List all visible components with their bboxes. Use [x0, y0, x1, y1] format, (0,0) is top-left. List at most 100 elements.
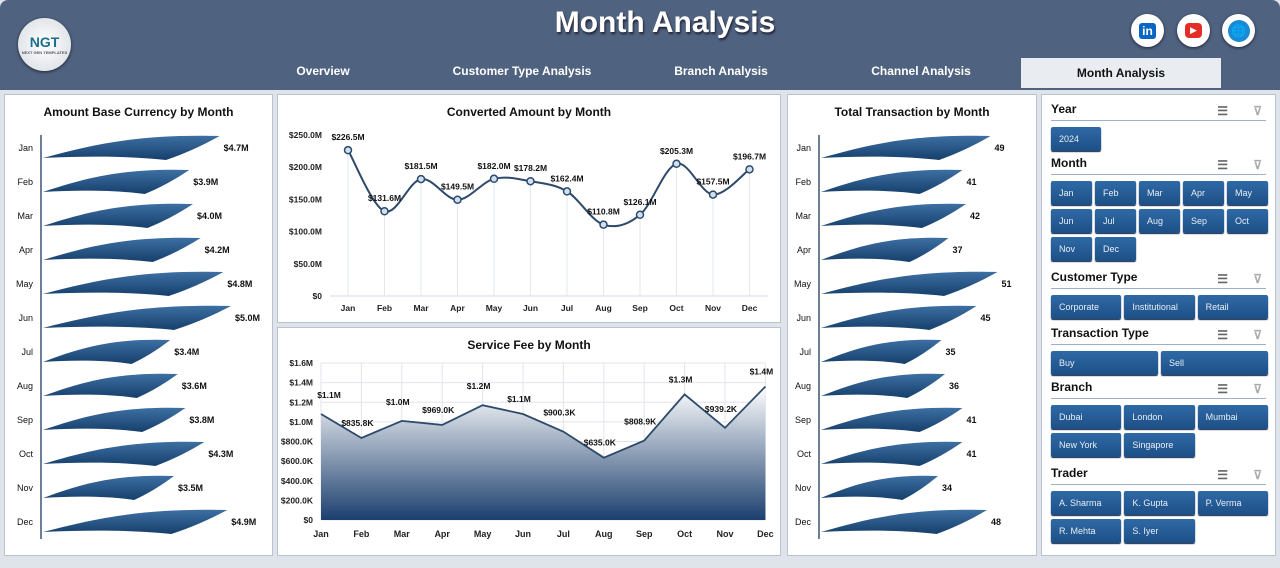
- multi-select-icon[interactable]: ☰: [1217, 382, 1228, 396]
- slicer-item[interactable]: New York: [1051, 433, 1122, 457]
- x-tick-label: Jun: [523, 303, 538, 313]
- slicer-header: Trader ☰ ⊽: [1051, 463, 1266, 485]
- bar: [821, 237, 949, 262]
- linkedin-icon[interactable]: in: [1131, 14, 1164, 47]
- data-label: $835.8K: [341, 418, 374, 428]
- data-label: 42: [970, 211, 980, 221]
- category-label: Apr: [797, 245, 811, 255]
- data-point: [416, 174, 426, 184]
- x-tick-label: Feb: [353, 529, 370, 539]
- x-tick-label: Jul: [561, 303, 573, 313]
- slicer-item[interactable]: Dec: [1095, 237, 1136, 261]
- slicer-item[interactable]: Buy: [1051, 351, 1158, 375]
- data-label: 41: [967, 449, 977, 459]
- y-tick-label: $600.0K: [281, 456, 314, 466]
- bar: [821, 339, 942, 364]
- bar: [43, 135, 220, 160]
- bar: [43, 169, 190, 194]
- data-label: $157.5M: [696, 177, 729, 187]
- multi-select-icon[interactable]: ☰: [1217, 272, 1228, 286]
- slicer-item[interactable]: Jun: [1051, 209, 1092, 233]
- x-tick-label: Aug: [595, 303, 612, 313]
- tab-branch-analysis[interactable]: Branch Analysis: [674, 64, 768, 78]
- slicer-item[interactable]: Institutional: [1124, 295, 1195, 319]
- multi-select-icon[interactable]: ☰: [1217, 328, 1228, 342]
- slicer-item[interactable]: Apr: [1183, 181, 1224, 205]
- header: NGT NEXT GEN TEMPLATES Month Analysis Ove…: [0, 0, 1280, 90]
- slicer-item[interactable]: Singapore: [1124, 433, 1195, 457]
- slicer-month: Month ☰ ⊽ Jan Feb Mar Apr May Jun Jul Aug Sep Oct Nov…: [1051, 153, 1268, 261]
- service-fee-panel: Service Fee by Month $0 $200.0K $400.0K $60…: [277, 327, 781, 556]
- slicer-item[interactable]: 2024: [1051, 127, 1101, 151]
- globe-icon[interactable]: 🌐: [1222, 14, 1255, 47]
- slicer-item[interactable]: Feb: [1095, 181, 1136, 205]
- slicer-item[interactable]: Mar: [1139, 181, 1180, 205]
- bar: [43, 475, 174, 500]
- slicer-title: Branch: [1051, 380, 1093, 394]
- data-label: $1.1M: [317, 390, 341, 400]
- slicer-item[interactable]: Sell: [1161, 351, 1268, 375]
- bar: [821, 373, 945, 398]
- tab-month-analysis[interactable]: Month Analysis: [1021, 58, 1221, 88]
- x-tick-label: Feb: [377, 303, 392, 313]
- clear-filter-icon[interactable]: ⊽: [1253, 328, 1262, 342]
- slicer-item[interactable]: London: [1124, 405, 1195, 429]
- slicer-item[interactable]: Sep: [1183, 209, 1224, 233]
- x-tick-label: Sep: [632, 303, 648, 313]
- data-label: $4.8M: [227, 279, 252, 289]
- slicer-item[interactable]: Jul: [1095, 209, 1136, 233]
- slicer-item[interactable]: Retail: [1197, 295, 1268, 319]
- data-label: $635.0K: [584, 438, 617, 448]
- youtube-icon[interactable]: ▶: [1177, 14, 1210, 47]
- data-label: $126.1M: [623, 197, 656, 207]
- tab-overview[interactable]: Overview: [296, 64, 350, 78]
- x-tick-label: Dec: [757, 529, 774, 539]
- data-label: $181.5M: [404, 161, 437, 171]
- total-transaction-panel: Total Transaction by Month Jan 49 Feb 41 Mar…: [787, 94, 1037, 556]
- slicer-item[interactable]: May: [1227, 181, 1268, 205]
- data-label: $110.8M: [587, 207, 620, 217]
- slicer-item[interactable]: Mumbai: [1197, 405, 1268, 429]
- slicer-item[interactable]: Oct: [1227, 209, 1268, 233]
- category-label: Jul: [799, 347, 811, 357]
- category-label: Dec: [17, 517, 34, 527]
- clear-filter-icon[interactable]: ⊽: [1253, 468, 1262, 482]
- slicer-item[interactable]: S. Iyer: [1124, 519, 1195, 543]
- data-point: [453, 195, 462, 204]
- tab-channel-analysis[interactable]: Channel Analysis: [871, 64, 971, 78]
- multi-select-icon[interactable]: ☰: [1217, 158, 1228, 172]
- data-label: $1.4M: [750, 367, 774, 377]
- clear-filter-icon[interactable]: ⊽: [1253, 382, 1262, 396]
- category-label: Oct: [19, 449, 34, 459]
- clear-filter-icon[interactable]: ⊽: [1253, 272, 1262, 286]
- multi-select-icon[interactable]: ☰: [1217, 468, 1228, 482]
- y-tick-label: $250.0M: [289, 130, 322, 140]
- data-label: $3.4M: [174, 347, 199, 357]
- x-tick-label: Jan: [313, 529, 329, 539]
- multi-select-icon[interactable]: ☰: [1217, 104, 1228, 118]
- slicer-item[interactable]: Nov: [1051, 237, 1092, 261]
- x-tick-label: Nov: [705, 303, 721, 313]
- clear-filter-icon[interactable]: ⊽: [1253, 104, 1262, 118]
- slicer-item[interactable]: A. Sharma: [1051, 491, 1122, 515]
- data-label: $1.3M: [669, 374, 693, 384]
- slicer-item[interactable]: Dubai: [1051, 405, 1122, 429]
- chart-title: Converted Amount by Month: [446, 105, 612, 119]
- slicer-item[interactable]: Aug: [1139, 209, 1180, 233]
- clear-filter-icon[interactable]: ⊽: [1253, 158, 1262, 172]
- tab-customer-type-analysis[interactable]: Customer Type Analysis: [452, 64, 592, 78]
- data-label: $4.2M: [205, 245, 230, 255]
- x-tick-label: Mar: [394, 529, 411, 539]
- slicer-item[interactable]: Jan: [1051, 181, 1092, 205]
- slicer-title: Transaction Type: [1051, 326, 1149, 340]
- slicer-item[interactable]: R. Mehta: [1051, 519, 1122, 543]
- category-label: Nov: [795, 483, 812, 493]
- slicer-item[interactable]: P. Verma: [1197, 491, 1268, 515]
- bar: [43, 271, 224, 296]
- data-label: 41: [967, 415, 977, 425]
- slicer-item[interactable]: K. Gupta: [1124, 491, 1195, 515]
- bar: [821, 305, 977, 330]
- data-label: $4.3M: [208, 449, 233, 459]
- data-label: $3.8M: [189, 415, 214, 425]
- slicer-item[interactable]: Corporate: [1051, 295, 1122, 319]
